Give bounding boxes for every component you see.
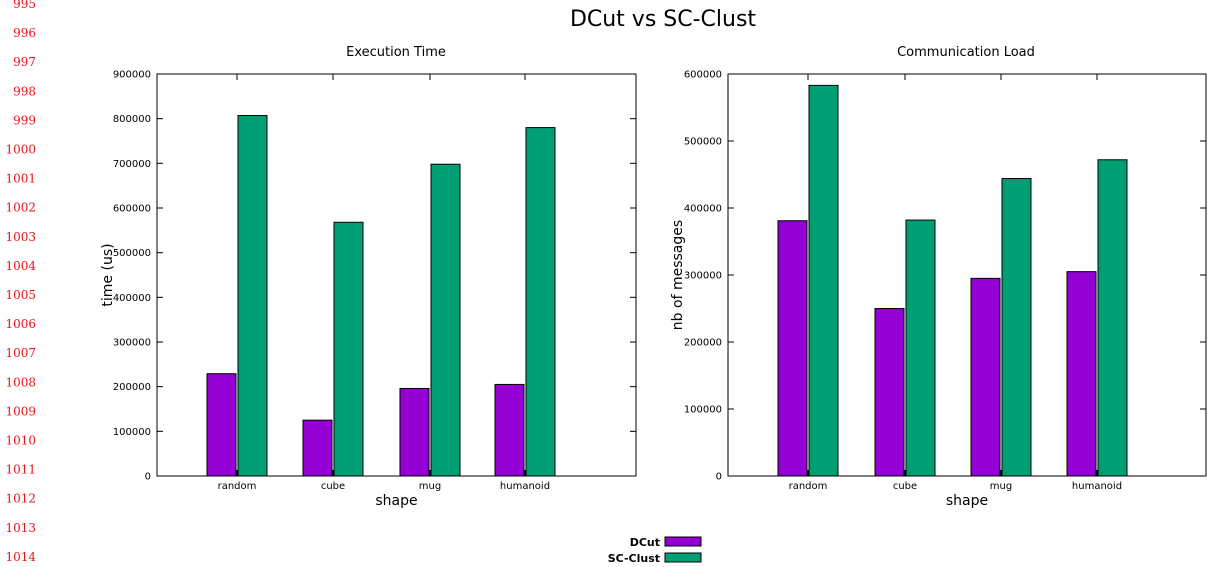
y-tick-label: 700000 [113, 159, 151, 170]
y-tick-label: 800000 [113, 114, 151, 125]
x-tick-label: humanoid [500, 481, 550, 492]
y-tick-label: 300000 [684, 271, 722, 282]
legend-swatch-sc-clust [664, 552, 702, 563]
bar-sc-clust-cube [905, 219, 936, 477]
y-tick-label: 0 [145, 472, 151, 483]
plot-frame [156, 73, 637, 477]
plots: Execution Time 0 100000 200000 300000 400000 5… [100, 45, 1207, 509]
line-number: 1005 [5, 288, 36, 302]
legend-swatch-dcut [664, 536, 702, 547]
chart-0: Execution Time 0 100000 200000 300000 400000 5… [100, 45, 637, 509]
y-tick-label: 400000 [684, 204, 722, 215]
line-number: 1014 [5, 550, 36, 564]
x-tick-label: cube [893, 481, 917, 492]
x-tick-label: mug [419, 481, 441, 492]
line-number: 1011 [5, 463, 36, 477]
line-number: 1000 [5, 143, 36, 157]
chart-1: Communication Load 0 100000 200000 300000 400… [670, 45, 1207, 509]
bar-sc-clust-cube [333, 221, 364, 477]
line-number-gutter: 995 996 997 998 999 1000 1001 1002 1003 1004 1005 1… [5, 0, 36, 564]
bar-dcut-humanoid [1066, 271, 1097, 477]
line-number: 999 [13, 113, 36, 127]
legend: DCut SC-Clust [608, 536, 702, 565]
line-number: 1012 [5, 492, 36, 506]
y-tick-label: 900000 [113, 70, 151, 81]
bar-dcut-cube [874, 308, 905, 477]
bar-sc-clust-random [808, 84, 839, 477]
x-axis-label: shape [946, 493, 988, 509]
line-number: 1006 [5, 317, 36, 331]
bar-dcut-mug [399, 387, 430, 477]
y-tick-label: 100000 [684, 405, 722, 416]
y-tick-label: 600000 [684, 70, 722, 81]
line-number: 1010 [5, 434, 36, 448]
bar-sc-clust-mug [1001, 178, 1032, 477]
y-tick-label: 600000 [113, 204, 151, 215]
figure-title: DCut vs SC-Clust [570, 7, 756, 32]
line-number: 997 [13, 55, 36, 69]
chart-title: Execution Time [346, 45, 446, 60]
x-axis-label: shape [375, 493, 417, 509]
line-number: 1013 [5, 521, 36, 535]
y-tick-label: 500000 [113, 248, 151, 259]
x-tick-label: humanoid [1072, 481, 1122, 492]
bar-dcut-mug [970, 277, 1001, 477]
y-tick-label: 400000 [113, 293, 151, 304]
y-tick-label: 100000 [113, 427, 151, 438]
y-axis-label: time (us) [100, 243, 116, 306]
line-number: 1007 [5, 346, 36, 360]
y-axis-label: nb of messages [670, 220, 686, 330]
chart-title: Communication Load [897, 45, 1035, 60]
bar-sc-clust-mug [430, 163, 461, 477]
y-tick-label: 200000 [113, 382, 151, 393]
bar-dcut-humanoid [494, 383, 525, 477]
bar-dcut-random [206, 373, 237, 477]
line-number: 1008 [5, 375, 36, 389]
line-number: 998 [13, 84, 36, 98]
x-tick-label: random [789, 481, 828, 492]
bar-dcut-cube [302, 419, 333, 477]
bar-sc-clust-humanoid [525, 127, 556, 477]
line-number: 1001 [5, 172, 36, 186]
line-number: 995 [13, 0, 36, 11]
line-number: 1009 [5, 404, 36, 418]
bar-sc-clust-humanoid [1097, 159, 1128, 477]
y-tick-label: 500000 [684, 137, 722, 148]
y-tick-label: 0 [716, 472, 722, 483]
legend-label: DCut [630, 536, 660, 549]
line-number: 1003 [5, 230, 36, 244]
line-number: 1004 [5, 259, 36, 273]
x-tick-label: cube [321, 481, 345, 492]
x-tick-label: random [218, 481, 257, 492]
line-number: 996 [13, 26, 36, 40]
bar-dcut-random [777, 220, 808, 477]
line-number: 1002 [5, 201, 36, 215]
x-tick-label: mug [990, 481, 1012, 492]
legend-label: SC-Clust [608, 552, 660, 565]
bar-sc-clust-random [237, 115, 268, 477]
y-tick-label: 200000 [684, 338, 722, 349]
y-tick-label: 300000 [113, 338, 151, 349]
